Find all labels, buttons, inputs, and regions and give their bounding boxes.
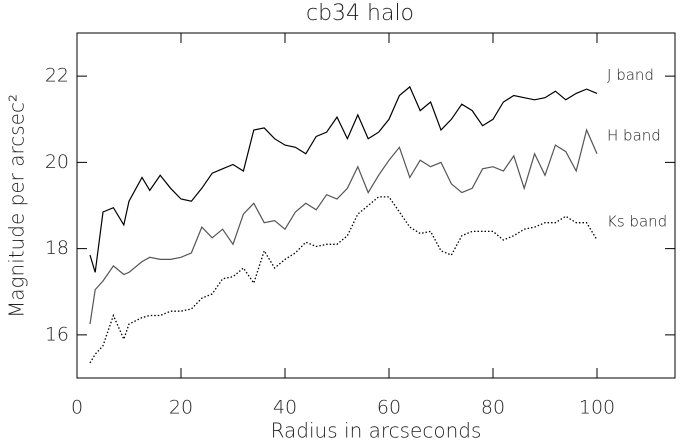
x-tick-label: 100 [579,397,615,419]
series-line [89,128,598,325]
series-label: J band [607,66,654,84]
series-label: Ks band [607,213,667,231]
y-tick-label: 16 [45,323,69,345]
plot-frame [76,32,676,379]
series-label: H band [607,126,661,144]
chart-title: cb34 halo [306,1,414,26]
y-tick-label: 18 [45,237,69,259]
x-tick-label: 40 [273,397,297,419]
y-tick-label: 22 [45,65,69,87]
x-tick-label: 60 [377,397,401,419]
x-tick-label: 0 [71,397,83,419]
x-axis-label: Radius in arcseconds [271,419,482,442]
y-axis-label: Magnitude per arcsec² [5,94,29,318]
x-tick-label: 80 [481,397,505,419]
y-tick-label: 20 [45,151,69,173]
series-line [89,85,598,273]
series-line [89,196,598,364]
x-tick-label: 20 [169,397,193,419]
